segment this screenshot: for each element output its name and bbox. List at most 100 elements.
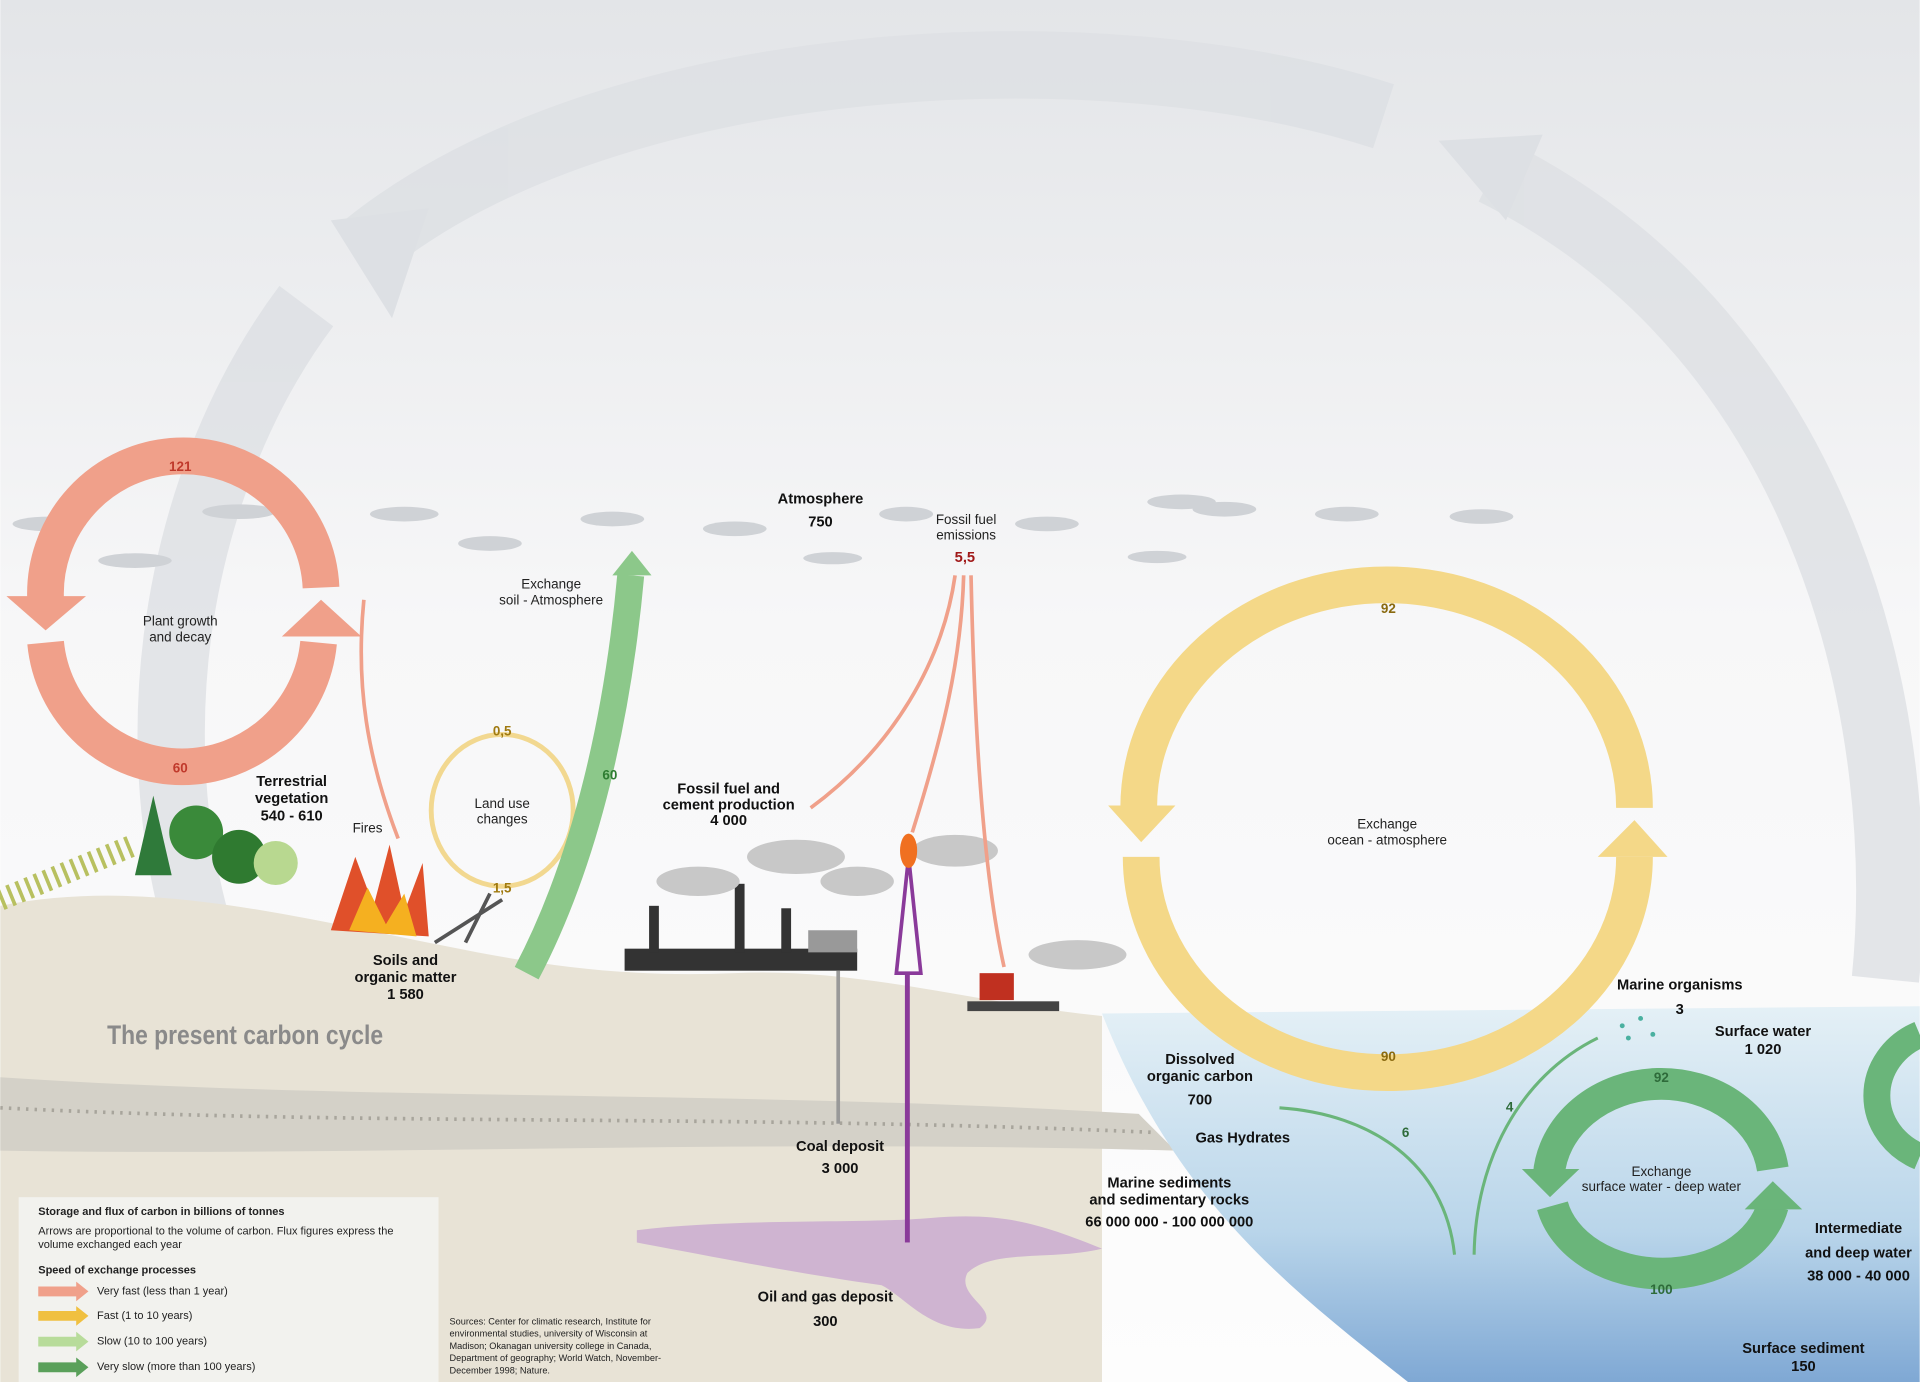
node-label: Surface sediment <box>1742 1341 1864 1357</box>
legend-item: Fast (1 to 10 years) <box>97 1310 192 1322</box>
node-label: Terrestrial <box>256 774 327 790</box>
truck <box>967 973 1060 1012</box>
arrowhead <box>1521 1169 1580 1198</box>
legend-arrow <box>38 1331 89 1352</box>
node-value: 66 000 000 - 100 000 000 <box>1085 1215 1253 1231</box>
node-label: and sedimentary rocks <box>1089 1193 1249 1209</box>
arrowhead <box>330 208 429 319</box>
arrowhead <box>1108 805 1176 843</box>
fire <box>330 844 504 945</box>
flux-label: 90 <box>1381 1049 1396 1064</box>
arrowhead <box>281 599 362 637</box>
node-value: 1 020 <box>1745 1042 1782 1058</box>
sources-line: Madison; Okanagan university college in … <box>450 1341 652 1351</box>
fires-label: Fires <box>353 820 383 835</box>
legend-item: Very slow (more than 100 years) <box>97 1361 255 1373</box>
node-label: Coal deposit <box>796 1139 884 1155</box>
strata-dots <box>0 1105 1152 1135</box>
process-label: Exchange <box>1357 817 1417 832</box>
flux-label: 60 <box>602 768 617 783</box>
process-label: soil - Atmosphere <box>499 593 603 608</box>
node-label: Surface water <box>1715 1024 1812 1040</box>
node-value: 300 <box>813 1314 837 1330</box>
flux-label: 92 <box>1654 1070 1669 1085</box>
node-value: 38 000 - 40 000 <box>1807 1269 1910 1285</box>
arrowhead <box>612 550 652 576</box>
smoke <box>656 834 1127 970</box>
process-label: surface water - deep water <box>1582 1179 1742 1194</box>
node-value: 700 <box>1188 1092 1212 1108</box>
node-label: Marine organisms <box>1617 977 1743 993</box>
diagram-title: The present carbon cycle <box>107 1020 383 1050</box>
arrowhead <box>1597 820 1668 857</box>
flux-label: 5,5 <box>955 550 975 566</box>
sources: Sources: Center for climatic research, I… <box>450 1316 662 1375</box>
sources-line: environmental studies, university of Wis… <box>450 1329 648 1339</box>
flux-label: 1,5 <box>493 880 512 895</box>
flux-label: 6 <box>1402 1125 1409 1140</box>
oil-gas-deposit <box>636 1216 1102 1329</box>
fire-flux-arrow <box>359 599 400 840</box>
node-value: 540 - 610 <box>261 808 323 824</box>
node-label: Intermediate <box>1815 1221 1902 1237</box>
flux-label: 4 <box>1506 1099 1514 1114</box>
rock-stratum <box>0 1077 1176 1152</box>
legend-description: volume exchanged each year <box>38 1239 182 1251</box>
node-label: Fossil fuel and <box>677 781 780 797</box>
flux-label: 0,5 <box>493 724 512 739</box>
node-label: organic carbon <box>1147 1069 1253 1085</box>
legend-subtitle: Speed of exchange processes <box>38 1265 196 1277</box>
ocean-exchange-cycle <box>1120 566 1653 1092</box>
node-value: 3 <box>1676 1002 1684 1018</box>
flux-label: 121 <box>169 459 192 474</box>
process-label: and decay <box>149 629 211 644</box>
sources-line: December 1998; Nature. <box>450 1365 550 1375</box>
arrowhead <box>1438 134 1543 221</box>
oil-rig <box>894 833 923 1243</box>
node-value: 3 000 <box>822 1161 859 1177</box>
deep-water-cycle <box>1532 1067 1789 1290</box>
ocean-flux-arrows <box>1279 1036 1599 1255</box>
marine-organisms <box>1619 1015 1656 1041</box>
node-label: organic matter <box>355 970 457 986</box>
legend-item: Very fast (less than 1 year) <box>97 1285 228 1297</box>
process-label: Exchange <box>521 577 581 592</box>
flux-label: 100 <box>1650 1282 1672 1297</box>
sources-line: Department of geography; World Watch, No… <box>450 1353 662 1363</box>
legend: Storage and flux of carbon in billions o… <box>18 1197 439 1382</box>
legend-title: Storage and flux of carbon in billions o… <box>38 1206 284 1218</box>
factory <box>624 883 858 1124</box>
storage-labels: Atmosphere 750 Terrestrial vegetation 54… <box>255 491 1912 1375</box>
soil-exchange-arrow <box>514 574 645 980</box>
clouds <box>12 494 1514 568</box>
process-label: Fossil fuel <box>936 512 997 527</box>
gas-hydrates-label: Gas Hydrates <box>1195 1130 1290 1146</box>
node-label: and deep water <box>1805 1245 1912 1261</box>
legend-arrow <box>38 1281 89 1302</box>
process-label: changes <box>477 812 528 827</box>
process-label: Land use <box>475 796 530 811</box>
node-label: cement production <box>663 797 795 813</box>
arrowhead <box>6 596 86 631</box>
process-label: Plant growth <box>143 613 218 628</box>
process-label: ocean - atmosphere <box>1327 833 1447 848</box>
legend-arrow <box>38 1357 89 1378</box>
node-label: Soils and <box>373 953 438 969</box>
flux-label: 92 <box>1381 601 1396 616</box>
process-labels: Plant growth and decay 121 60 Land use c… <box>143 459 1742 1297</box>
node-label: Oil and gas deposit <box>758 1289 893 1305</box>
legend-item: Slow (10 to 100 years) <box>97 1336 207 1348</box>
node-label: vegetation <box>255 791 328 807</box>
legend-description: Arrows are proportional to the volume of… <box>38 1225 393 1237</box>
node-value: 4 000 <box>710 813 747 829</box>
process-label: Exchange <box>1631 1164 1691 1179</box>
node-value: 150 <box>1791 1359 1815 1375</box>
node-label: Dissolved <box>1165 1052 1234 1068</box>
fossil-emission-arrows <box>809 575 1006 968</box>
node-value: 1 580 <box>387 987 424 1003</box>
node-label: Marine sediments <box>1107 1176 1231 1192</box>
vegetation <box>0 795 298 910</box>
process-label: emissions <box>936 528 996 543</box>
